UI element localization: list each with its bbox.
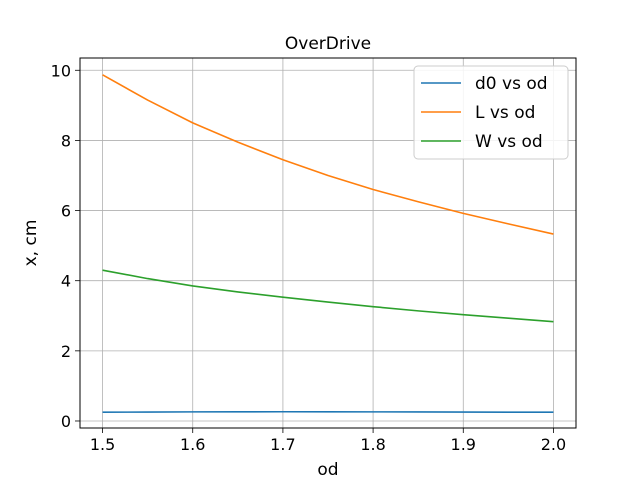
legend-entries: d0 vs od L vs od W vs od — [421, 74, 548, 152]
x-tick-label: 1.9 — [451, 435, 476, 454]
series-line — [102, 269, 554, 323]
legend-entry-label: d0 vs od — [475, 74, 548, 94]
plot-area-frame — [79, 57, 577, 429]
legend-entry-label: W vs od — [475, 132, 543, 152]
y-tick-label: 0 — [61, 412, 71, 431]
y-axis-label: x, cm — [21, 220, 41, 267]
x-tick-label: 1.5 — [90, 435, 115, 454]
y-tick-label: 10 — [51, 61, 71, 80]
x-tick-label: 1.6 — [180, 435, 205, 454]
chart-title: OverDrive — [285, 34, 371, 54]
series-line — [102, 74, 554, 235]
legend: d0 vs od L vs od W vs od — [413, 65, 569, 160]
x-tick-label: 1.8 — [360, 435, 385, 454]
tick-layer: 1.5 1.6 1.7 1.8 1.9 2.0 0 2 4 6 8 10 — [51, 61, 567, 454]
legend-entry-label: L vs od — [475, 103, 535, 123]
x-tick-label: 2.0 — [541, 435, 566, 454]
y-tick-label: 4 — [61, 272, 71, 291]
y-tick-label: 6 — [61, 202, 71, 221]
x-axis-label: od — [317, 460, 338, 480]
legend-box — [413, 65, 569, 160]
y-tick-label: 8 — [61, 131, 71, 150]
y-tick-label: 2 — [61, 342, 71, 361]
series-layer — [102, 74, 554, 414]
x-tick-label: 1.7 — [270, 435, 295, 454]
